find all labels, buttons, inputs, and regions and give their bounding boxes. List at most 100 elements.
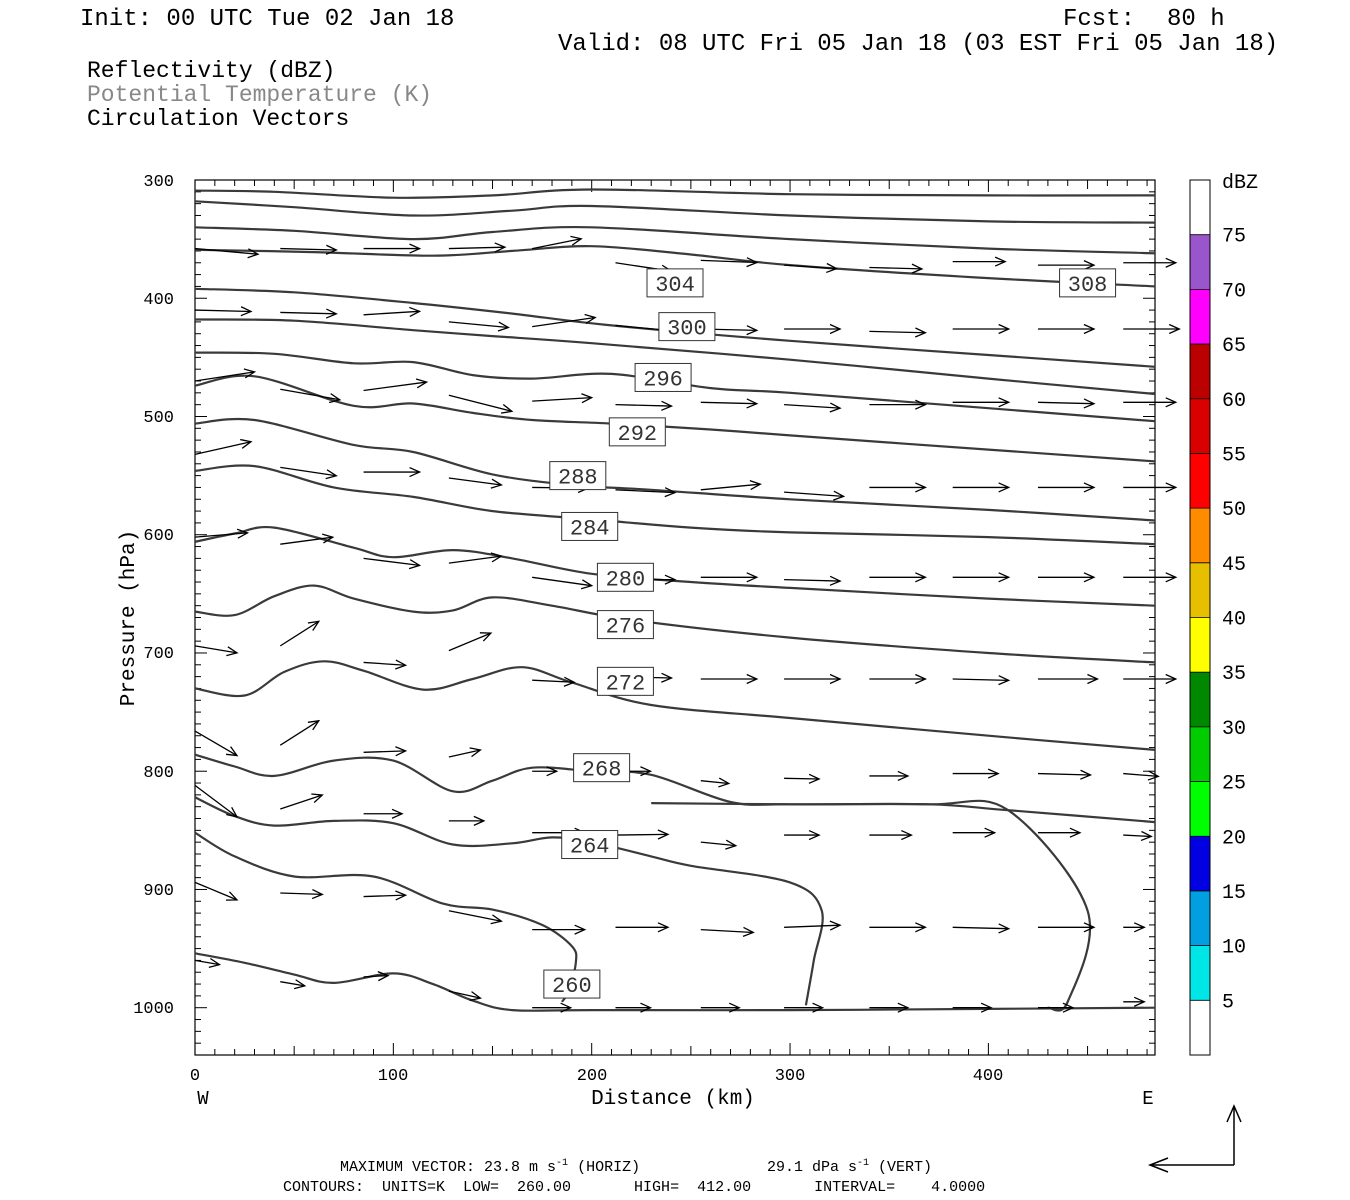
contour-label-292: 292 — [608, 417, 666, 447]
colorbar-swatch — [1190, 945, 1210, 1001]
circulation-vector — [532, 766, 559, 777]
plot-frame — [194, 179, 1156, 1056]
isentrope-276 — [194, 952, 1156, 1012]
isentrope-274 — [651, 799, 1092, 1012]
x-axis-label: Distance (km) — [591, 1088, 755, 1111]
circulation-vectors — [194, 235, 1181, 1013]
forecast-hour: 80 h — [1167, 6, 1225, 33]
circulation-vector — [700, 572, 759, 583]
circulation-vector — [952, 397, 1011, 408]
y-axis-label: Pressure (hPa) — [118, 530, 141, 706]
colorbar-label: 40 — [1222, 609, 1246, 632]
contours-info-text: CONTOURS: UNITS=K LOW= 260.00 HIGH= 412.… — [283, 1179, 985, 1196]
isentrope-304 — [194, 225, 1156, 255]
y-tick-label: 1000 — [133, 1000, 174, 1019]
y-tick-label: 300 — [143, 173, 174, 192]
contour-label-308: 308 — [1059, 268, 1117, 298]
circulation-vector — [363, 746, 408, 757]
circulation-vector — [1037, 673, 1100, 685]
isentrope-290 — [194, 464, 1156, 546]
circulation-vector — [952, 323, 1011, 335]
circulation-vector — [1037, 398, 1096, 409]
circulation-vector — [869, 572, 927, 583]
circulation-vector — [279, 620, 321, 647]
isentrope-288 — [194, 525, 1156, 607]
circulation-vector — [363, 557, 422, 570]
circulation-vector — [1123, 482, 1178, 493]
circulation-vector — [532, 924, 587, 935]
y-axis: 300 400 500 600 700 800 900 1000 Pressur… — [118, 173, 174, 1019]
colorbar-unit: dBZ — [1222, 172, 1258, 195]
isentrope-284 — [194, 660, 1156, 751]
contour-label-304: 304 — [646, 268, 704, 298]
contour-label-text: 284 — [570, 516, 610, 541]
circulation-vector — [363, 378, 429, 392]
circulation-vector — [869, 1002, 910, 1013]
circulation-vector — [700, 257, 759, 268]
circulation-vector — [194, 438, 253, 455]
max-vector-vert-unit: (VERT) — [869, 1159, 932, 1176]
circulation-vector — [1123, 770, 1160, 781]
circulation-vector — [280, 979, 307, 990]
circulation-vector — [280, 388, 342, 404]
circulation-vector — [1123, 996, 1146, 1007]
circulation-vector — [280, 533, 335, 545]
plot-area — [194, 179, 1156, 1056]
circulation-vector — [952, 827, 997, 838]
y-tick-label: 700 — [143, 645, 174, 664]
colorbar-swatch — [1190, 344, 1210, 399]
circulation-vector — [448, 815, 486, 826]
circulation-vector — [448, 242, 507, 253]
contour-label-text: 288 — [558, 466, 598, 491]
potential-temperature-contours — [194, 188, 1156, 1012]
circulation-vector — [700, 777, 731, 788]
circulation-vector — [952, 923, 1011, 934]
isentrope-302 — [194, 245, 1156, 288]
circulation-vector — [1037, 260, 1096, 271]
isentrope-308 — [194, 188, 1156, 199]
max-vector-text: MAXIMUM VECTOR: 23.8 m s-1 (HORIZ) — [340, 1158, 640, 1176]
max-vector-vert: 29.1 dPa s — [767, 1159, 857, 1176]
circulation-vector — [700, 673, 759, 685]
isentrope-298 — [194, 318, 1156, 396]
x-tick-label: 400 — [973, 1067, 1004, 1086]
contour-label-268: 268 — [573, 753, 631, 783]
reference-vector-horizontal-head — [1147, 1157, 1169, 1173]
colorbar-swatch — [1190, 726, 1210, 782]
circulation-vector — [280, 308, 338, 319]
colorbar-label: 55 — [1222, 444, 1246, 467]
circulation-vector — [869, 673, 927, 685]
colorbar-swatch — [1190, 562, 1210, 618]
circulation-vector — [194, 528, 250, 539]
circulation-vector — [448, 910, 503, 925]
circulation-vector — [615, 487, 677, 498]
circulation-vector — [869, 263, 924, 274]
colorbar-label: 35 — [1222, 663, 1246, 686]
circulation-vector — [194, 306, 253, 317]
colorbar-swatch — [1190, 781, 1210, 837]
circulation-vector — [448, 747, 482, 758]
circulation-vector — [784, 920, 842, 931]
max-vector-vert-exponent: -1 — [857, 1158, 869, 1169]
circulation-vector — [1037, 922, 1096, 933]
contour-label-text: 276 — [606, 615, 646, 640]
contour-label-272: 272 — [596, 666, 654, 696]
reflectivity-colorbar: dBZ 5 10 15 20 25 30 35 40 45 50 55 60 65 70 75 — [1189, 172, 1258, 1056]
contour-label-260: 260 — [543, 969, 601, 999]
circulation-vector — [532, 313, 597, 328]
contour-label-text: 292 — [618, 422, 658, 447]
contour-label-280: 280 — [596, 562, 654, 592]
circulation-vector — [952, 675, 1011, 686]
circulation-vector — [363, 971, 390, 982]
circulation-vector — [1037, 572, 1096, 583]
circulation-vector — [1037, 769, 1093, 780]
circulation-vector — [363, 659, 408, 670]
circulation-vector — [700, 480, 762, 491]
circulation-vector — [194, 645, 239, 657]
circulation-vector — [448, 477, 503, 489]
circulation-vector — [363, 243, 422, 254]
circulation-vector — [869, 829, 913, 841]
colorbar-outline — [1189, 179, 1211, 1056]
init-time-text: Init: 00 UTC Tue 02 Jan 18 — [80, 6, 454, 33]
reference-vector — [1147, 1104, 1242, 1173]
